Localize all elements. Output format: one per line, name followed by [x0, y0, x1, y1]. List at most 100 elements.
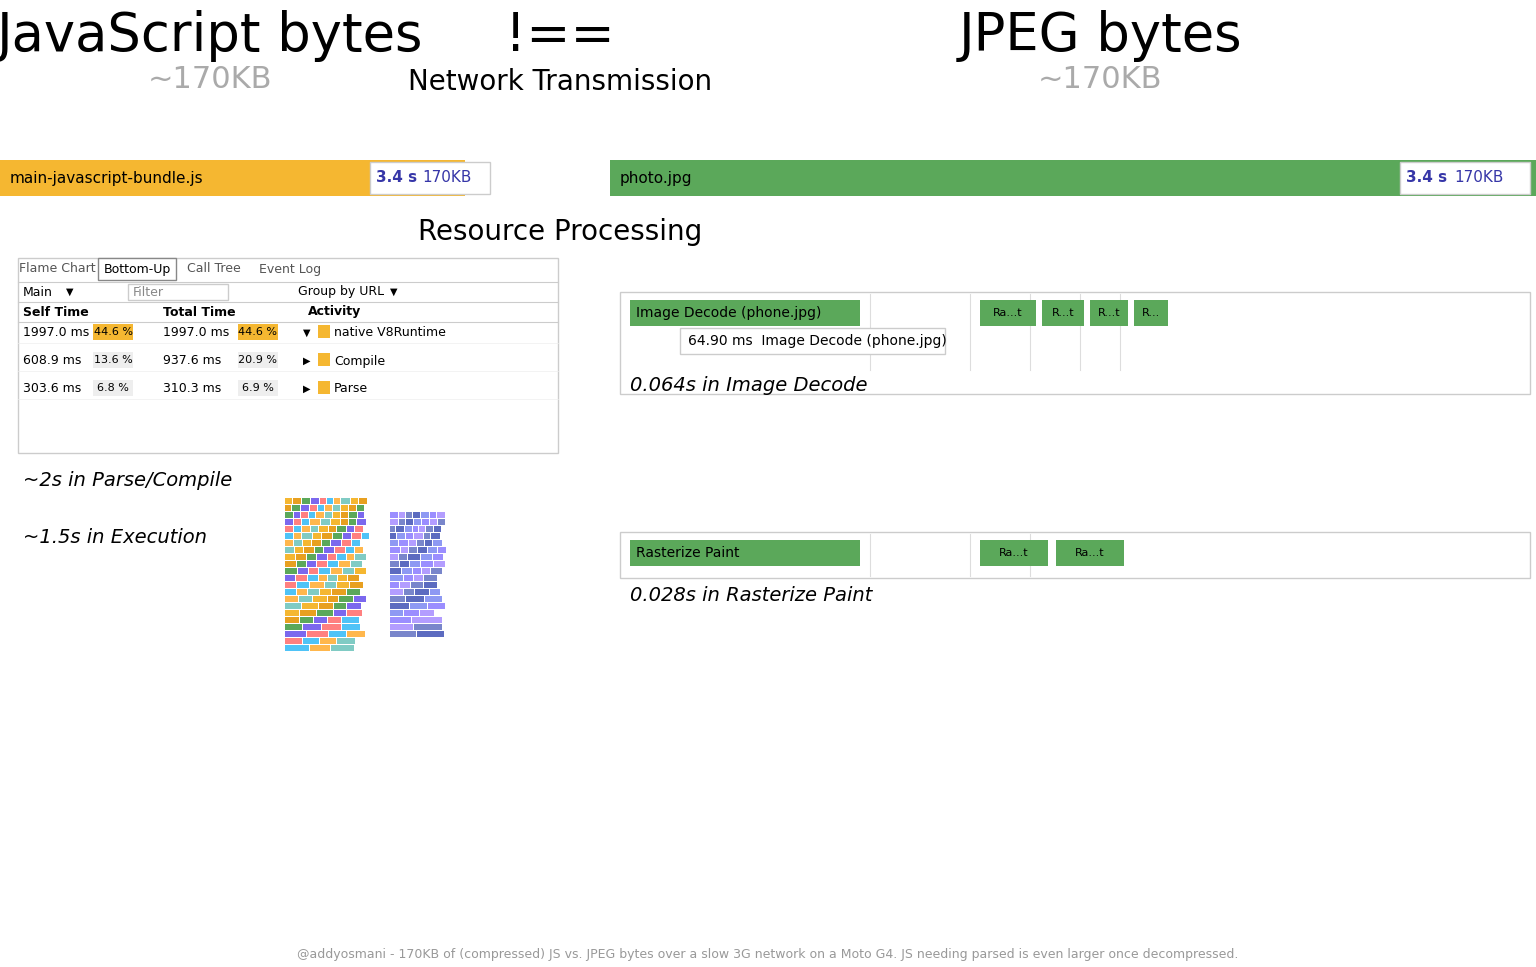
Bar [425, 540, 432, 546]
Bar [307, 631, 329, 637]
Bar [425, 526, 433, 532]
Bar [94, 324, 134, 340]
Bar [415, 519, 421, 525]
Text: Filter: Filter [134, 285, 164, 299]
Bar [429, 603, 444, 609]
Text: Image Decode (phone.jpg): Image Decode (phone.jpg) [636, 306, 822, 320]
Bar [298, 568, 307, 574]
Text: Rasterize Paint: Rasterize Paint [636, 546, 739, 560]
Bar [318, 561, 327, 567]
Bar [390, 603, 409, 609]
Bar [323, 540, 330, 546]
Bar [399, 512, 406, 518]
Text: Flame Chart: Flame Chart [18, 262, 95, 276]
Bar [18, 258, 558, 453]
Bar [323, 624, 341, 630]
Bar [352, 540, 359, 546]
Bar [286, 575, 295, 581]
Bar [410, 561, 421, 567]
Bar [309, 568, 318, 574]
Text: 44.6 %: 44.6 % [94, 327, 132, 337]
Bar [326, 582, 336, 588]
Bar [339, 596, 353, 602]
Bar [315, 547, 323, 553]
Bar [316, 512, 324, 518]
Bar [630, 300, 860, 326]
Bar [341, 519, 349, 525]
Bar [355, 568, 366, 574]
Bar [390, 526, 395, 532]
Text: Network Transmission: Network Transmission [409, 68, 713, 96]
Bar [319, 568, 330, 574]
Bar [430, 568, 442, 574]
Text: ~170KB: ~170KB [1038, 65, 1163, 94]
Text: Ra...t: Ra...t [994, 308, 1023, 318]
Bar [286, 568, 296, 574]
Bar [332, 645, 353, 651]
Bar [329, 631, 346, 637]
Text: ▼: ▼ [303, 328, 310, 338]
Bar [1134, 300, 1167, 326]
Bar [343, 624, 359, 630]
Text: Parse: Parse [333, 383, 369, 396]
Bar [409, 554, 419, 560]
Bar [402, 568, 412, 574]
Bar [399, 519, 404, 525]
Bar [355, 554, 366, 560]
Text: photo.jpg: photo.jpg [621, 170, 693, 186]
Bar [286, 519, 293, 525]
Text: Compile: Compile [333, 355, 386, 367]
Bar [296, 575, 307, 581]
Bar [347, 589, 359, 595]
Bar [327, 596, 338, 602]
Bar [416, 540, 424, 546]
Bar [406, 526, 412, 532]
Bar [310, 582, 324, 588]
Bar [406, 512, 412, 518]
Bar [350, 498, 358, 504]
Bar [312, 498, 318, 504]
Bar [432, 533, 439, 539]
Text: ▼: ▼ [66, 287, 74, 297]
Bar [94, 352, 134, 368]
Bar [419, 610, 433, 616]
Bar [412, 582, 424, 588]
Bar [390, 589, 402, 595]
Bar [390, 582, 399, 588]
Bar [413, 624, 442, 630]
Bar [424, 575, 438, 581]
Text: Call Tree: Call Tree [187, 262, 241, 276]
Bar [610, 160, 1536, 196]
Bar [341, 512, 349, 518]
Bar [630, 540, 860, 566]
Bar [409, 547, 418, 553]
Bar [438, 512, 444, 518]
Bar [318, 526, 327, 532]
Bar [413, 512, 419, 518]
Bar [238, 324, 278, 340]
Bar [286, 617, 300, 623]
Bar [293, 526, 301, 532]
Bar [341, 505, 347, 511]
Bar [304, 547, 313, 553]
Bar [422, 519, 429, 525]
Bar [621, 292, 1530, 394]
Bar [621, 532, 1530, 578]
Bar [286, 589, 296, 595]
Bar [421, 554, 432, 560]
Bar [430, 512, 436, 518]
Bar [309, 512, 315, 518]
Text: 170KB: 170KB [422, 170, 472, 186]
Text: 3.4 s: 3.4 s [376, 170, 418, 186]
Bar [286, 533, 293, 539]
Bar [303, 498, 310, 504]
Bar [406, 519, 413, 525]
Bar [301, 526, 310, 532]
Bar [424, 533, 430, 539]
Text: 64.90 ms  Image Decode (phone.jpg): 64.90 ms Image Decode (phone.jpg) [688, 334, 946, 348]
Bar [313, 533, 321, 539]
Bar [321, 638, 335, 644]
Bar [429, 547, 436, 553]
Bar [390, 568, 401, 574]
Bar [338, 561, 350, 567]
